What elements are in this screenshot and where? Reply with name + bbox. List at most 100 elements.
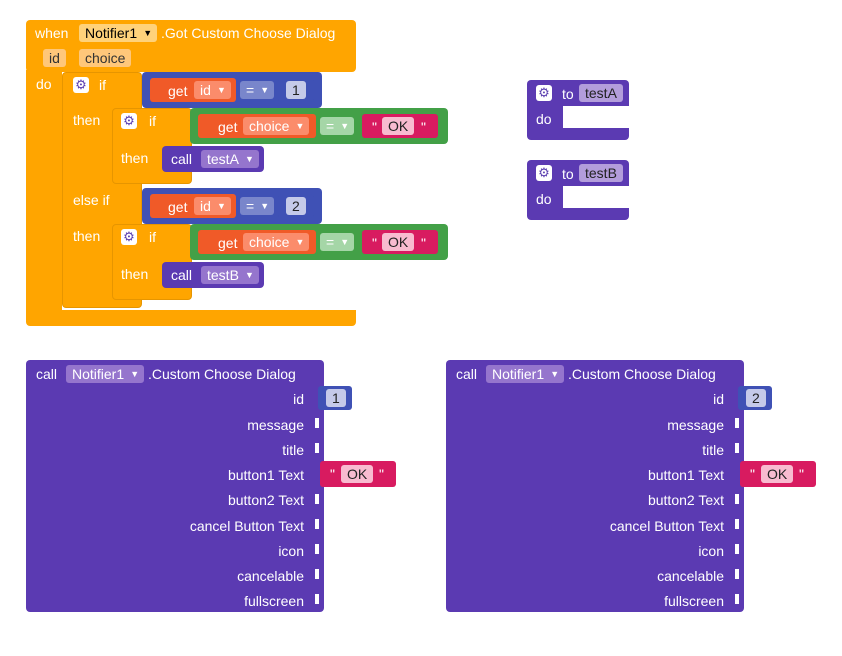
quote-open: ": [330, 466, 335, 482]
call-custom-choose-dialog-block-2[interactable]: [446, 360, 744, 612]
triangle-down-icon: ▼: [216, 85, 226, 95]
operator-dropdown[interactable]: = ▼: [240, 81, 275, 99]
socket-label-button1-text: button1 Text: [227, 467, 304, 483]
var-dropdown-id[interactable]: id ▼: [194, 81, 231, 99]
number-value-1[interactable]: 1: [286, 81, 306, 99]
component-dropdown[interactable]: Notifier1 ▼: [79, 24, 158, 42]
var-dropdown-choice[interactable]: choice ▼: [243, 117, 310, 135]
socket[interactable]: [315, 594, 319, 604]
number-value[interactable]: 1: [326, 389, 346, 407]
procedure-name-testB[interactable]: testB: [579, 164, 623, 182]
get-label: get: [168, 199, 188, 215]
socket-label-cancelable: cancelable: [657, 568, 724, 584]
do-label: do: [536, 111, 552, 127]
operator-dropdown[interactable]: = ▼: [320, 233, 355, 251]
quote-close: ": [379, 466, 384, 482]
gear-icon[interactable]: ⚙: [121, 113, 137, 129]
triangle-down-icon: ▼: [244, 154, 254, 164]
gear-icon[interactable]: ⚙: [536, 165, 552, 181]
call-label: call: [456, 366, 478, 382]
socket[interactable]: [735, 544, 739, 554]
text-value-ok[interactable]: OK: [761, 465, 794, 483]
socket-label-button2-text: button2 Text: [647, 492, 724, 508]
method-label: .Custom Choose Dialog: [148, 366, 296, 382]
socket[interactable]: [315, 494, 319, 504]
gear-icon[interactable]: ⚙: [536, 85, 552, 101]
call-custom-choose-dialog-block-1[interactable]: [26, 360, 324, 612]
if-label: if: [99, 77, 106, 93]
quote-open: ": [750, 466, 755, 482]
event-name-label: .Got Custom Choose Dialog: [161, 25, 336, 41]
socket[interactable]: [315, 544, 319, 554]
socket[interactable]: [315, 418, 319, 428]
var-dropdown-id[interactable]: id ▼: [194, 197, 231, 215]
else-if-label: else if: [73, 192, 110, 208]
then-label: then: [73, 112, 101, 128]
event-block-body-left: [26, 70, 62, 310]
socket-label-title: title: [282, 442, 304, 458]
socket-label-icon: icon: [278, 543, 304, 559]
gear-icon[interactable]: ⚙: [121, 229, 137, 245]
triangle-down-icon: ▼: [143, 28, 153, 38]
quote-close: ": [799, 466, 804, 482]
socket-label-fullscreen: fullscreen: [664, 593, 724, 609]
gear-icon[interactable]: ⚙: [73, 77, 89, 93]
triangle-down-icon: ▼: [295, 237, 305, 247]
quote-open: ": [372, 235, 377, 251]
triangle-down-icon: ▼: [295, 121, 305, 131]
then-label-2: then: [73, 228, 101, 244]
when-label: when: [35, 25, 69, 41]
socket-label-message: message: [247, 417, 304, 433]
do-label: do: [536, 191, 552, 207]
component-dropdown[interactable]: Notifier1 ▼: [486, 365, 565, 383]
socket[interactable]: [735, 443, 739, 453]
procedure-block-testA-bottom: [527, 128, 629, 140]
get-label: get: [218, 235, 238, 251]
call-label: call: [36, 366, 58, 382]
procedure-block-testB-bottom: [527, 208, 629, 220]
procedure-name-testA[interactable]: testA: [579, 84, 623, 102]
component-dropdown[interactable]: Notifier1 ▼: [66, 365, 145, 383]
socket[interactable]: [315, 443, 319, 453]
procedure-block-testA-side: [527, 106, 563, 130]
quote-close: ": [421, 119, 426, 135]
var-dropdown-choice[interactable]: choice ▼: [243, 233, 310, 251]
socket-label-message: message: [667, 417, 724, 433]
socket[interactable]: [315, 519, 319, 529]
to-label: to: [562, 166, 574, 182]
socket-label-button1-text: button1 Text: [647, 467, 724, 483]
procedure-dropdown-testB[interactable]: testB ▼: [201, 266, 259, 284]
call-label: call: [171, 151, 193, 167]
procedure-block-testB-side: [527, 186, 563, 210]
socket[interactable]: [735, 418, 739, 428]
socket-label-cancelable: cancelable: [237, 568, 304, 584]
socket-label-fullscreen: fullscreen: [244, 593, 304, 609]
number-value[interactable]: 2: [746, 389, 766, 407]
triangle-down-icon: ▼: [260, 85, 270, 95]
text-value-ok[interactable]: OK: [341, 465, 374, 483]
socket[interactable]: [735, 594, 739, 604]
param-id[interactable]: id: [43, 49, 66, 67]
number-value-2[interactable]: 2: [286, 197, 306, 215]
procedure-dropdown-testA[interactable]: testA ▼: [201, 150, 259, 168]
socket-label-id: id: [293, 391, 304, 407]
then-label: then: [121, 266, 149, 282]
operator-dropdown[interactable]: = ▼: [240, 197, 275, 215]
socket-label-cancel-button-text: cancel Button Text: [609, 518, 724, 534]
quote-open: ": [372, 119, 377, 135]
triangle-down-icon: ▼: [130, 369, 140, 379]
socket[interactable]: [735, 519, 739, 529]
get-label: get: [168, 83, 188, 99]
then-label: then: [121, 150, 149, 166]
socket[interactable]: [735, 569, 739, 579]
operator-dropdown[interactable]: = ▼: [320, 117, 355, 135]
text-value-ok[interactable]: OK: [382, 117, 415, 135]
quote-close: ": [421, 235, 426, 251]
text-value-ok[interactable]: OK: [382, 233, 415, 251]
socket[interactable]: [315, 569, 319, 579]
if-label: if: [149, 113, 156, 129]
triangle-down-icon: ▼: [550, 369, 560, 379]
param-choice[interactable]: choice: [79, 49, 132, 67]
socket[interactable]: [735, 494, 739, 504]
to-label: to: [562, 86, 574, 102]
